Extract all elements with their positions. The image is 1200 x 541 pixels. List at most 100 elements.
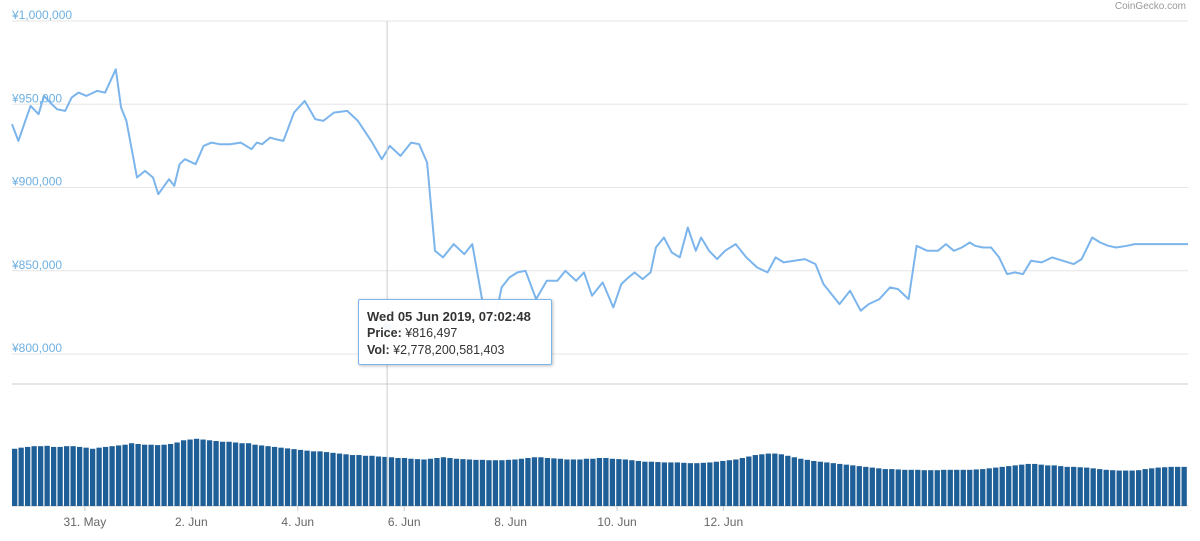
volume-bar — [499, 460, 505, 506]
volume-bar — [115, 445, 122, 506]
volume-bar — [681, 462, 687, 506]
price-series — [11, 68, 1188, 328]
volume-bar — [544, 458, 551, 506]
volume-bar — [843, 464, 849, 506]
volume-bar — [1116, 470, 1122, 506]
volume-bar — [700, 462, 707, 506]
hover-indicator — [378, 21, 397, 506]
volume-bar — [219, 441, 226, 506]
volume-bar — [375, 456, 382, 506]
volume-bar — [674, 462, 681, 506]
tooltip-price-label: Price: — [367, 326, 402, 340]
volume-bar — [369, 455, 375, 506]
volume-bar — [1025, 463, 1031, 506]
volume-bar — [525, 458, 531, 506]
volume-bar — [37, 446, 44, 506]
volume-bar — [486, 460, 492, 506]
volume-bar — [226, 441, 232, 506]
volume-bar — [752, 455, 758, 506]
volume-bar — [206, 440, 213, 506]
price-line — [11, 68, 1188, 328]
volume-bar — [1064, 466, 1070, 506]
volume-bar — [232, 442, 239, 506]
x-tick-label: 12. Jun — [704, 515, 743, 529]
volume-bar — [167, 443, 174, 506]
volume-bar — [76, 446, 83, 506]
volume-bar — [161, 444, 167, 506]
volume-bar — [258, 445, 265, 506]
x-tick-label: 6. Jun — [388, 515, 421, 529]
tooltip-vol-label: Vol: — [367, 343, 390, 357]
volume-bar — [245, 443, 252, 506]
volume-bar — [616, 459, 622, 506]
volume-bar — [44, 445, 50, 506]
volume-bar — [1110, 470, 1116, 506]
volume-bar — [18, 447, 24, 506]
volume-bar — [1019, 464, 1025, 506]
volume-bars — [12, 438, 1187, 506]
volume-bar — [317, 451, 323, 506]
volume-bar — [395, 458, 401, 506]
volume-bar — [928, 470, 934, 506]
volume-bar — [1136, 470, 1142, 506]
volume-bar — [668, 462, 674, 506]
credit-link[interactable]: CoinGecko.com — [1114, 1, 1186, 12]
volume-bar — [50, 446, 57, 506]
volume-bar — [1129, 470, 1135, 506]
volume-bar — [687, 463, 694, 506]
volume-bar — [850, 465, 856, 506]
y-tick-label: ¥850,000 — [11, 258, 62, 272]
volume-bar — [1142, 469, 1148, 506]
volume-bar — [538, 457, 544, 506]
x-tick-label: 4. Jun — [281, 515, 314, 529]
tooltip-price-row: Price: ¥816,497 — [367, 325, 543, 342]
volume-bar — [96, 447, 102, 506]
chart-tooltip: Wed 05 Jun 2019, 07:02:48 Price: ¥816,49… — [358, 299, 552, 365]
volume-bar — [876, 468, 882, 506]
volume-bar — [174, 442, 180, 506]
volume-bar — [863, 466, 869, 506]
x-tick-label: 10. Jun — [597, 515, 636, 529]
volume-bar — [492, 460, 499, 506]
volume-bar — [187, 439, 193, 506]
volume-bar — [882, 469, 888, 506]
volume-bar — [954, 469, 960, 506]
volume-bar — [401, 458, 408, 506]
x-axis-labels: 31. May 2. Jun 4. Jun 6. Jun 8. Jun 10. Jun 12… — [64, 506, 743, 529]
volume-bar — [765, 453, 771, 506]
tooltip-date: Wed 05 Jun 2019, 07:02:48 — [367, 309, 531, 324]
volume-bar — [726, 460, 732, 506]
volume-bar — [1103, 469, 1109, 506]
volume-bar — [772, 453, 778, 506]
volume-bar — [122, 444, 128, 506]
volume-bar — [1051, 465, 1057, 506]
volume-bar — [1097, 469, 1103, 506]
volume-bar — [759, 454, 765, 506]
volume-bar — [993, 467, 999, 506]
volume-bar — [824, 462, 830, 506]
volume-bar — [941, 469, 947, 506]
volume-bar — [109, 446, 115, 506]
tooltip-price-value: ¥816,497 — [405, 326, 458, 340]
y-tick-label: ¥950,000 — [11, 91, 62, 105]
volume-bar — [343, 454, 349, 506]
volume-bar — [57, 446, 63, 506]
volume-bar — [934, 470, 940, 506]
volume-bar — [473, 459, 479, 506]
volume-bar — [1032, 463, 1038, 506]
volume-bar — [128, 443, 135, 506]
volume-bar — [947, 469, 953, 506]
volume-bar — [89, 448, 96, 506]
volume-bar — [70, 446, 76, 506]
x-tick-label: 2. Jun — [175, 515, 208, 529]
volume-bar — [1012, 465, 1018, 506]
volume-bar — [200, 439, 206, 506]
volume-bar — [648, 461, 655, 506]
volume-bar — [1045, 465, 1051, 506]
volume-bar — [830, 463, 836, 506]
volume-bar — [180, 440, 187, 506]
volume-bar — [707, 462, 713, 506]
volume-bar — [921, 470, 927, 506]
volume-bar — [915, 469, 921, 506]
volume-bar — [382, 456, 388, 506]
